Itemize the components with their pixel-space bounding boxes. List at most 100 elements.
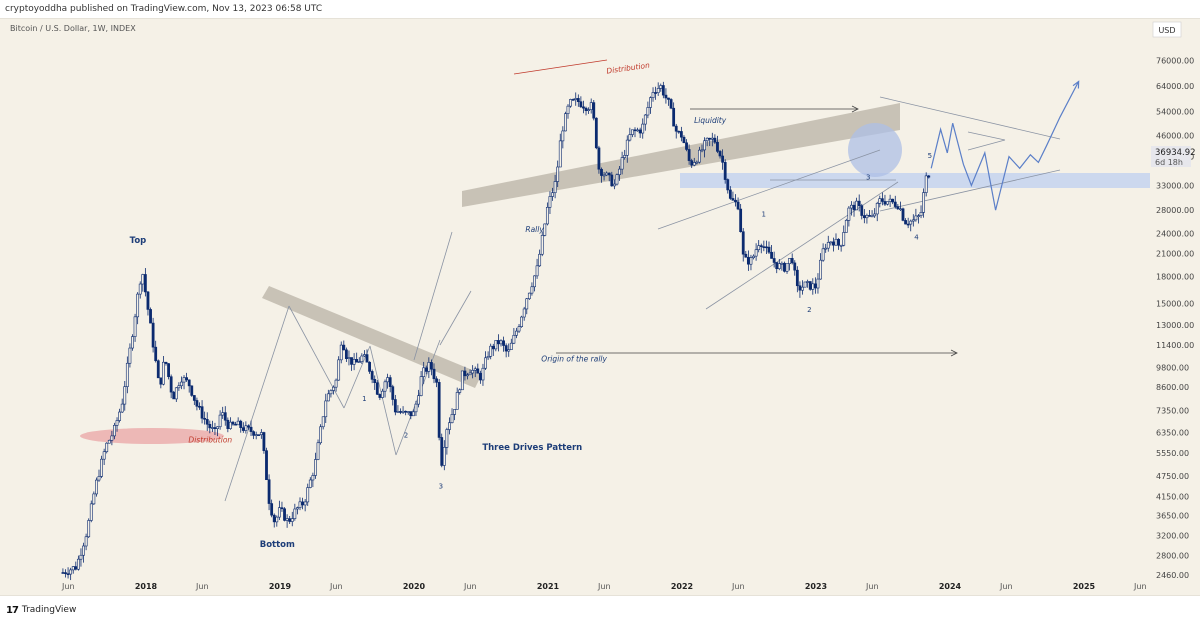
candle-body	[497, 340, 500, 345]
candle-body	[64, 572, 67, 574]
candle-body	[182, 377, 186, 383]
candle-body	[880, 198, 884, 202]
annotation-label: 3	[866, 174, 870, 182]
candle-body	[839, 244, 843, 247]
candle-body	[138, 283, 142, 295]
candle-body	[754, 249, 758, 257]
y-tick-label: 28000.00	[1156, 206, 1194, 215]
candle-body	[275, 516, 279, 523]
candle-body	[208, 423, 212, 429]
candle-body	[824, 247, 828, 250]
candle-body	[347, 357, 351, 359]
candle-body	[136, 293, 140, 318]
candle-body	[736, 201, 740, 210]
candle-body	[200, 406, 204, 419]
candle-body	[770, 251, 773, 259]
annotation-label: Top	[130, 236, 147, 246]
candle-body	[306, 487, 310, 503]
candle-body	[816, 278, 820, 289]
candle-body	[844, 220, 848, 233]
candle-body	[504, 345, 508, 352]
candle-body	[324, 400, 328, 418]
candle-body	[164, 361, 168, 364]
y-tick-label: 4750.00	[1156, 472, 1189, 481]
candle-body	[424, 367, 428, 372]
candle-body	[427, 362, 431, 372]
candle-body	[669, 99, 673, 109]
candle-body	[120, 403, 124, 413]
y-tick-label: 6350.00	[1156, 429, 1189, 438]
x-tick-label: Jun	[865, 582, 879, 591]
chart-frame[interactable]	[0, 18, 1200, 596]
candle-body	[638, 129, 642, 134]
candle-body	[326, 393, 330, 402]
candle-body	[888, 198, 892, 202]
liquidity-arrow	[690, 105, 859, 113]
candle-body	[311, 475, 315, 481]
candle-body	[891, 198, 895, 203]
candle-body	[862, 215, 866, 219]
candle-body	[285, 518, 289, 521]
candle-body	[579, 101, 583, 108]
candle-body	[185, 377, 189, 381]
candle-body	[911, 219, 915, 222]
annotation-label: Bottom	[260, 540, 295, 550]
candle-body	[355, 359, 359, 363]
candle-body	[909, 220, 913, 225]
candle-body	[798, 285, 802, 291]
candle-body	[332, 386, 335, 391]
candle-body	[383, 381, 387, 392]
candle-body	[589, 102, 593, 110]
candle-body	[821, 248, 825, 261]
candle-body	[370, 371, 374, 380]
annotation-label: 2	[807, 306, 811, 314]
candle-body	[765, 246, 768, 249]
y-tick-label: 24000.00	[1156, 229, 1194, 238]
candle-body	[386, 377, 390, 383]
candle-body	[499, 340, 503, 345]
candle-body	[785, 263, 789, 272]
candle-body	[571, 99, 575, 101]
annotation-label: 2	[404, 431, 408, 439]
publish-line: cryptoyoddha published on TradingView.co…	[5, 4, 323, 14]
candle-body	[192, 395, 196, 401]
candle-body	[316, 442, 320, 460]
candle-body	[293, 508, 297, 519]
candle-body	[631, 129, 634, 135]
candle-body	[123, 386, 127, 405]
x-tick-label: Jun	[999, 582, 1013, 591]
candle-body	[267, 479, 271, 504]
candle-body	[334, 379, 338, 388]
candle-body	[625, 139, 629, 156]
y-tick-label: 13000.00	[1156, 321, 1194, 330]
candle-body	[847, 207, 851, 221]
tradingview-logo-icon[interactable]: 17	[6, 604, 19, 616]
candle-body	[924, 175, 928, 193]
candle-body	[69, 569, 73, 575]
candle-body	[388, 377, 392, 387]
candle-body	[788, 258, 792, 264]
candle-body	[587, 109, 591, 112]
candle-body	[151, 322, 155, 348]
candle-body	[218, 414, 222, 428]
candle-body	[342, 344, 346, 351]
candle-body	[105, 442, 109, 453]
candle-body	[612, 183, 616, 187]
candle-body	[569, 99, 572, 107]
candle-body	[252, 431, 256, 436]
candle-body	[102, 451, 106, 460]
candle-body	[100, 458, 103, 477]
candle-body	[180, 381, 183, 387]
candle-body	[600, 168, 603, 176]
candle-body	[141, 274, 145, 285]
price-axis[interactable]: USD 76000.0064000.0054000.0046000.004000…	[1151, 21, 1196, 580]
candle-body	[154, 346, 158, 362]
brand-name[interactable]: TradingView	[21, 605, 77, 615]
candle-body	[198, 405, 201, 408]
candle-body	[241, 427, 245, 431]
currency-label: USD	[1158, 26, 1175, 35]
time-axis[interactable]: Jun 2018 Jun 2019 Jun 2020 Jun 2021 Jun 2022 Jun 20…	[61, 582, 1147, 591]
candle-body	[115, 420, 119, 426]
candle-body	[401, 410, 405, 413]
